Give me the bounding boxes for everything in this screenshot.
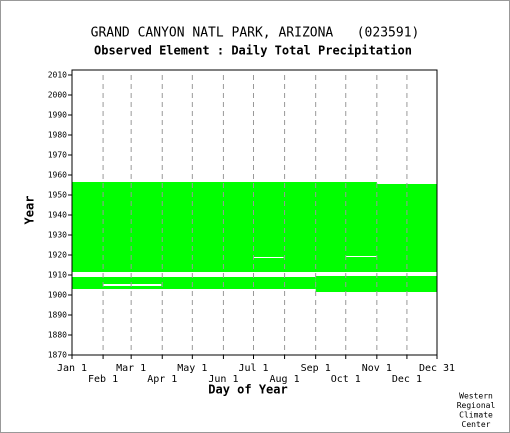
credit: Regional <box>457 401 496 410</box>
y-tick-label: 1960 <box>48 171 67 180</box>
record-block <box>315 276 437 292</box>
record-block <box>72 276 316 289</box>
y-tick-label: 1990 <box>48 111 67 120</box>
y-tick-label: 1910 <box>48 271 67 280</box>
y-tick-label: 1980 <box>48 131 67 140</box>
record-block <box>72 182 437 272</box>
y-tick-label: 1920 <box>48 251 67 260</box>
y-tick-label: 2000 <box>48 91 67 100</box>
y-tick-label: 1880 <box>48 331 67 340</box>
gap-block <box>103 284 162 286</box>
x-tick-label: Dec 1 <box>392 374 422 385</box>
gap-block <box>345 256 377 257</box>
y-tick-label: 1930 <box>48 231 67 240</box>
x-tick-label: Sep 1 <box>301 363 331 374</box>
credit: Center <box>462 420 491 429</box>
plot-frame <box>71 69 438 356</box>
y-axis-label: Year <box>23 196 37 225</box>
credit: Western <box>459 392 493 401</box>
y-tick-label: 1890 <box>48 311 67 320</box>
chart-title: GRAND CANYON NATL PARK, ARIZONA (023591) <box>91 26 420 41</box>
gap-block <box>253 257 284 258</box>
x-tick-label: Feb 1 <box>88 374 118 385</box>
x-tick-label: Aug 1 <box>270 374 300 385</box>
x-tick-label: Oct 1 <box>331 374 361 385</box>
y-tick-label: 1900 <box>48 291 67 300</box>
x-tick-label: Jun 1 <box>208 374 238 385</box>
gap-block <box>280 272 316 274</box>
y-tick-label: 1970 <box>48 151 67 160</box>
x-tick-label: Dec 31 <box>419 363 455 374</box>
y-tick-label: 2010 <box>48 71 67 80</box>
x-tick-label: Apr 1 <box>147 374 177 385</box>
x-tick-label: Jul 1 <box>238 363 268 374</box>
chart-subtitle: Observed Element : Daily Total Precipita… <box>94 44 412 58</box>
x-tick-label: May 1 <box>177 363 207 374</box>
x-tick-label: Jan 1 <box>57 363 87 374</box>
x-axis-label: Day of Year <box>208 383 287 397</box>
x-tick-label: Mar 1 <box>116 363 146 374</box>
x-tick-label: Nov 1 <box>362 363 392 374</box>
gap-block <box>72 276 316 277</box>
y-tick-label: 1950 <box>48 191 67 200</box>
y-tick-label: 1940 <box>48 211 67 220</box>
y-tick-label: 1870 <box>48 351 67 360</box>
credit: Climate <box>459 411 493 420</box>
